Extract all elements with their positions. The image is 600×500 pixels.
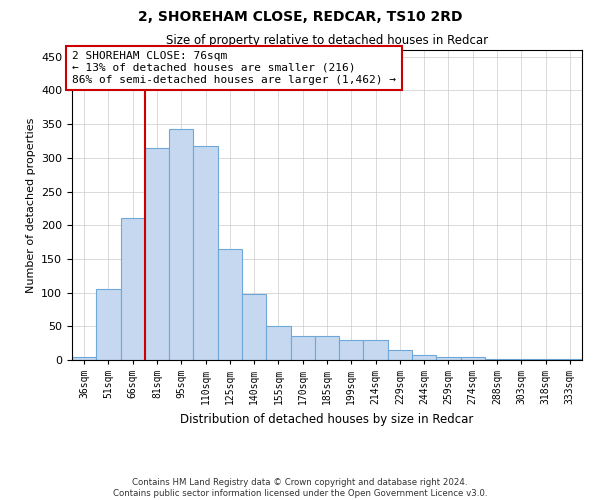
Bar <box>193 146 218 360</box>
Bar <box>266 326 290 360</box>
Bar <box>72 356 96 360</box>
Bar <box>485 358 509 360</box>
Bar <box>412 354 436 360</box>
Bar <box>169 129 193 360</box>
Bar <box>218 249 242 360</box>
Bar <box>96 289 121 360</box>
Bar <box>290 336 315 360</box>
Bar <box>242 294 266 360</box>
Text: 2 SHOREHAM CLOSE: 76sqm
← 13% of detached houses are smaller (216)
86% of semi-d: 2 SHOREHAM CLOSE: 76sqm ← 13% of detache… <box>72 52 396 84</box>
Bar <box>339 340 364 360</box>
Bar <box>364 340 388 360</box>
Bar <box>436 356 461 360</box>
Text: 2, SHOREHAM CLOSE, REDCAR, TS10 2RD: 2, SHOREHAM CLOSE, REDCAR, TS10 2RD <box>138 10 462 24</box>
Bar <box>121 218 145 360</box>
Bar <box>461 356 485 360</box>
Title: Size of property relative to detached houses in Redcar: Size of property relative to detached ho… <box>166 34 488 48</box>
Bar <box>315 336 339 360</box>
Bar <box>388 350 412 360</box>
Text: Contains HM Land Registry data © Crown copyright and database right 2024.
Contai: Contains HM Land Registry data © Crown c… <box>113 478 487 498</box>
Bar <box>145 148 169 360</box>
X-axis label: Distribution of detached houses by size in Redcar: Distribution of detached houses by size … <box>181 412 473 426</box>
Y-axis label: Number of detached properties: Number of detached properties <box>26 118 35 292</box>
